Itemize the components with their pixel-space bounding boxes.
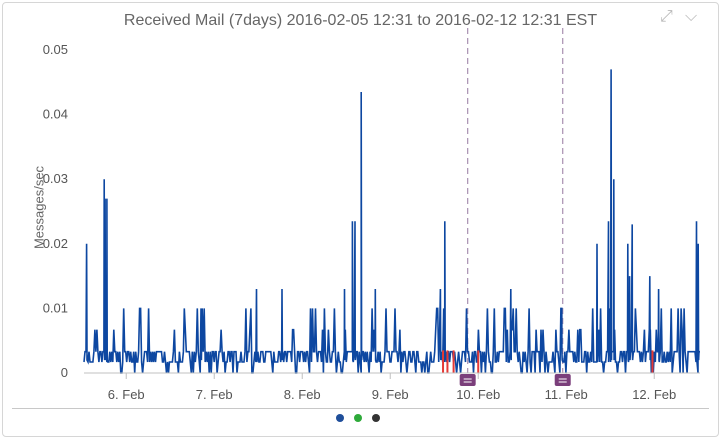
chart-title: Received Mail (7days) 2016-02-05 12:31 t…	[123, 12, 598, 29]
pager-dot[interactable]	[372, 414, 380, 422]
x-tick-label: 11. Feb	[545, 387, 588, 402]
x-tick-label: 7. Feb	[196, 387, 233, 402]
x-tick-label: 12. Feb	[632, 387, 676, 402]
series-line	[83, 69, 700, 374]
x-tick-label: 10. Feb	[456, 387, 500, 402]
x-tick-label: 8. Feb	[284, 387, 321, 402]
pager-dot[interactable]	[336, 414, 344, 422]
y-tick-label: 0.01	[43, 300, 68, 315]
event-note-icon[interactable]	[554, 374, 571, 386]
chevron-down-icon[interactable]: ⌵	[685, 8, 698, 25]
pager-dot[interactable]	[354, 414, 362, 422]
panel-divider	[12, 408, 709, 409]
x-tick-label: 9. Feb	[372, 387, 409, 402]
chart-area: 0 0.01 0.02 0.03 0.04 0.05 6. Feb 7. Feb 8. Feb…	[43, 28, 700, 402]
expand-arrows-icon[interactable]: ⤢	[660, 8, 673, 25]
event-note-icon[interactable]	[459, 374, 476, 386]
pager-dots[interactable]	[336, 414, 380, 426]
y-tick-label: 0.02	[43, 236, 68, 251]
y-tick-label: 0.04	[43, 107, 68, 122]
y-tick-label: 0.03	[43, 171, 68, 186]
y-tick-label: 0	[61, 365, 68, 380]
y-tick-label: 0.05	[43, 42, 68, 57]
x-tick-label: 6. Feb	[108, 387, 145, 402]
